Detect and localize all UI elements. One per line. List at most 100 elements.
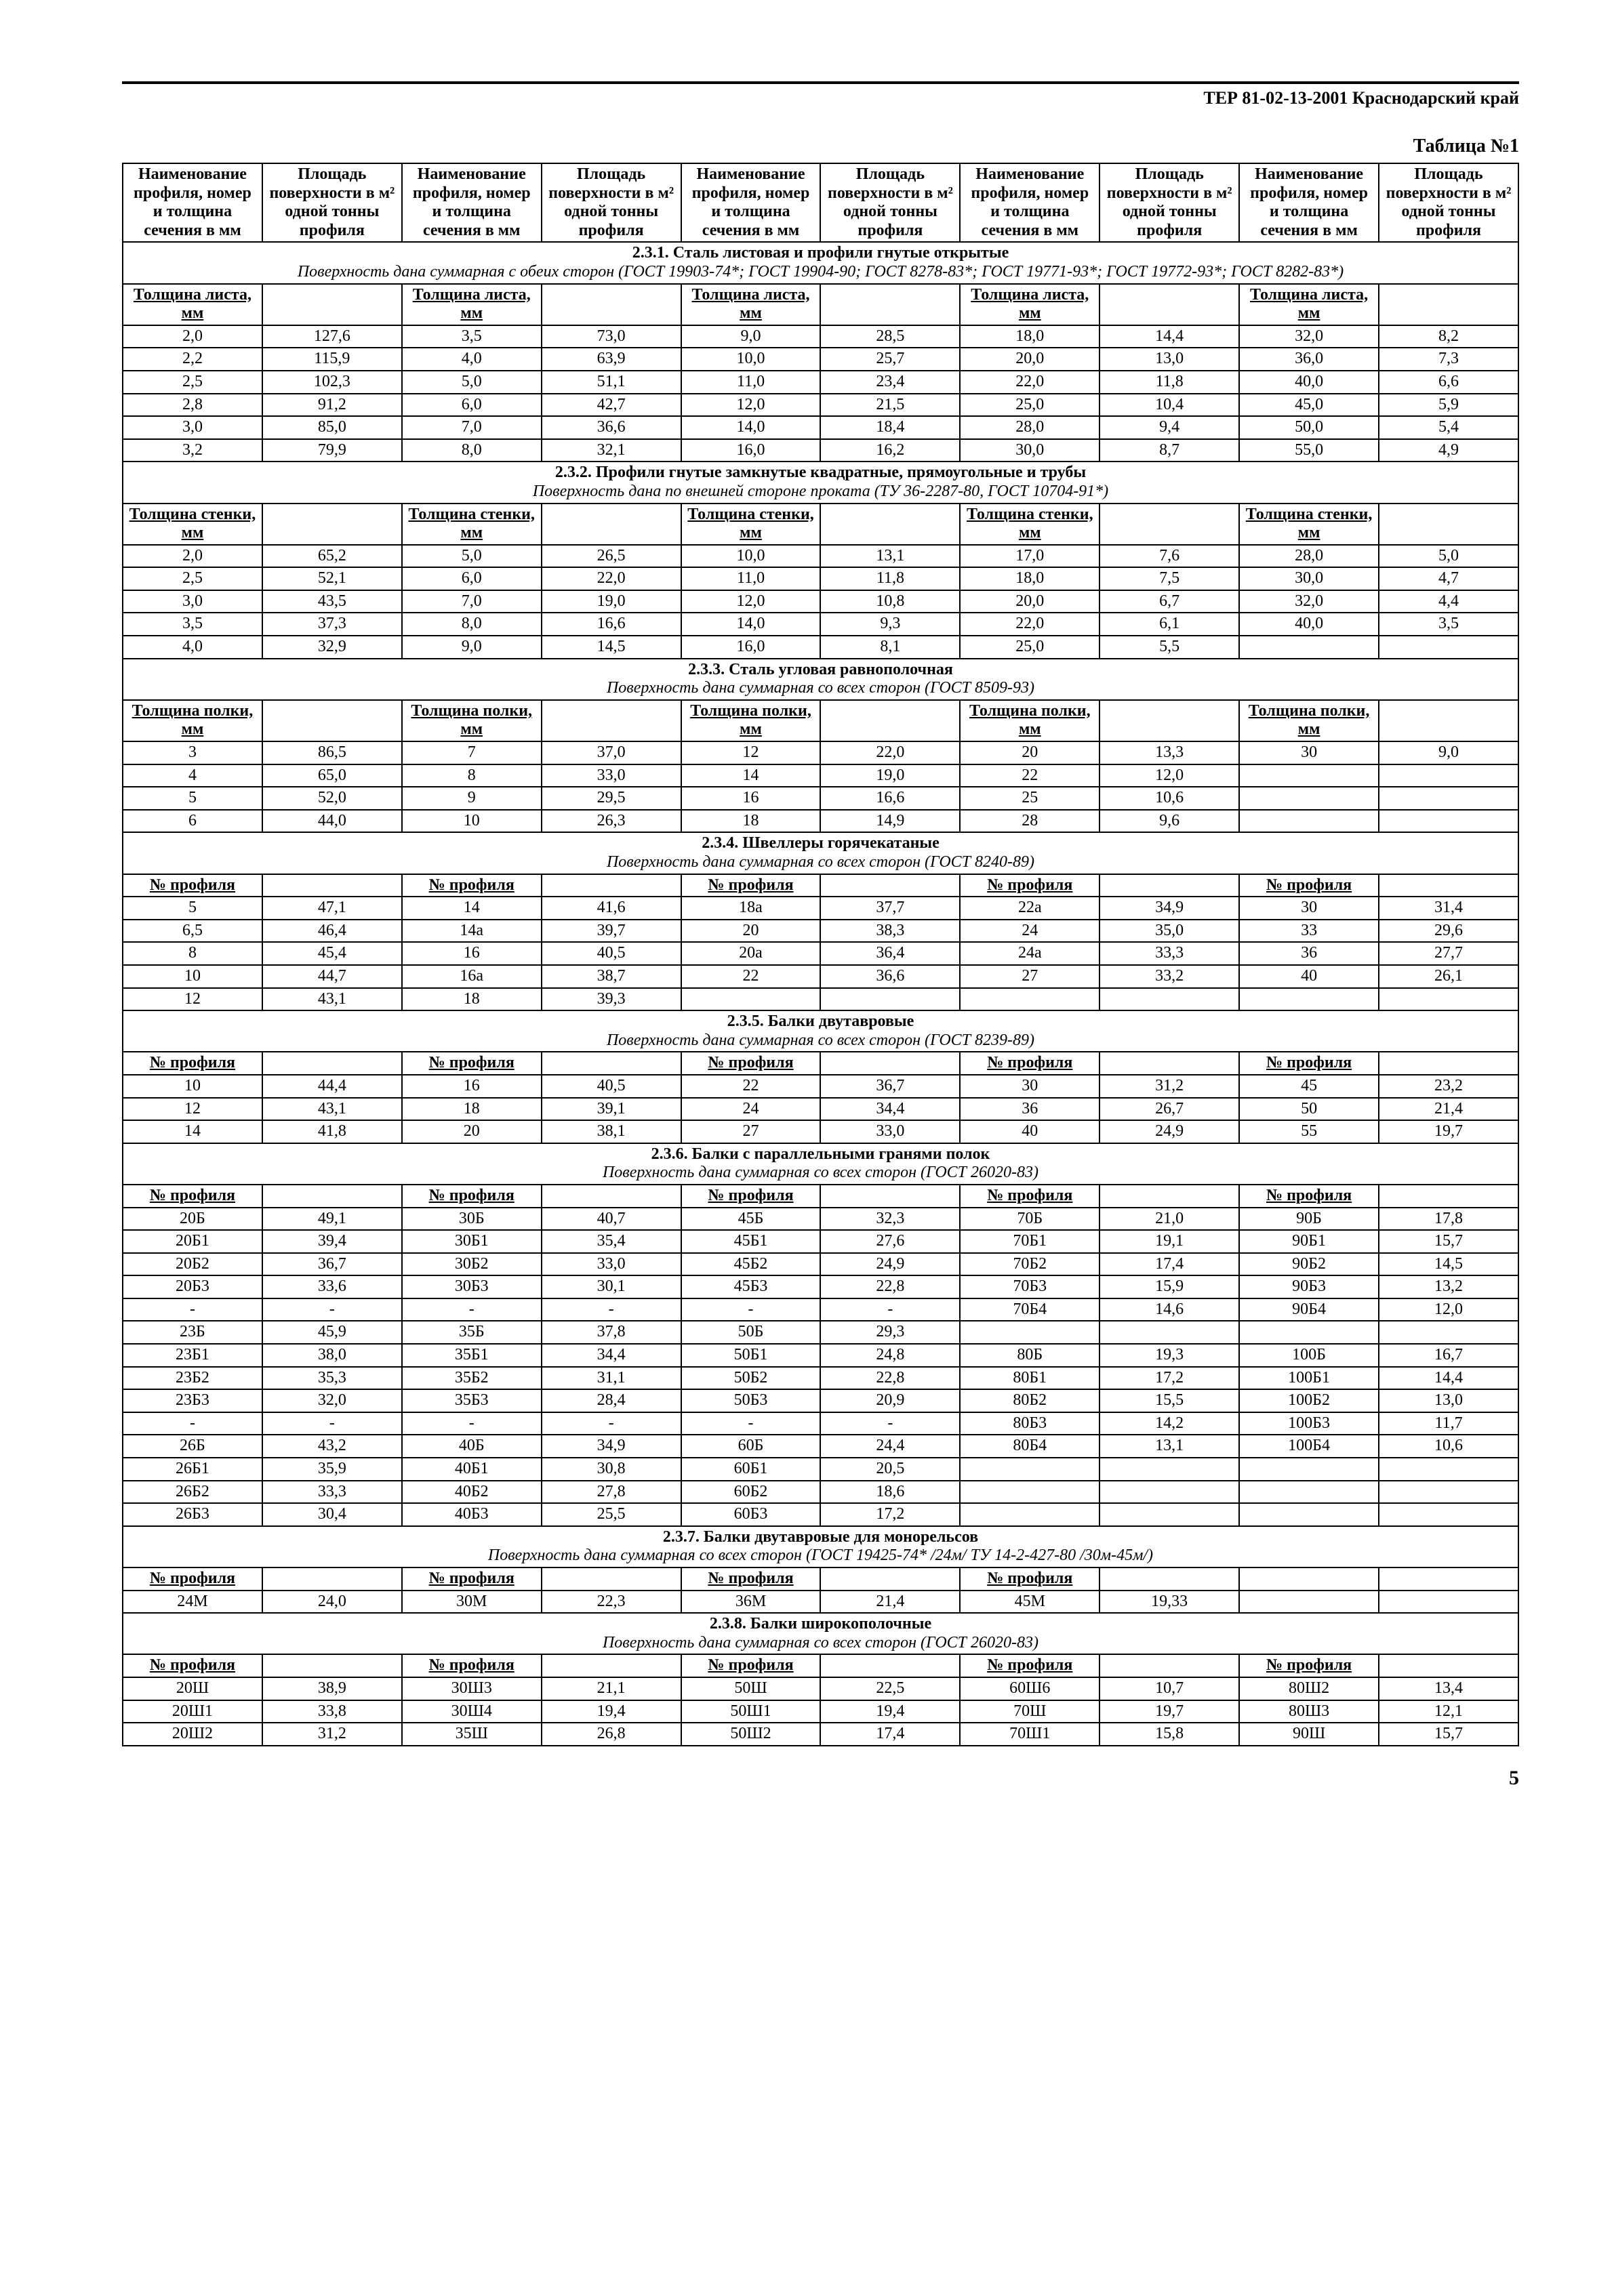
data-cell: 2,0	[123, 325, 262, 348]
page-number: 5	[122, 1767, 1519, 1790]
data-cell: 22,0	[960, 613, 1099, 636]
main-table: Наименова­ние про­филя, номер и толщина …	[122, 163, 1519, 1746]
data-cell: 3,2	[123, 439, 262, 462]
data-cell: 100Б	[1239, 1344, 1379, 1367]
data-cell: 45М	[960, 1591, 1099, 1614]
data-cell: 25,0	[960, 636, 1099, 659]
data-cell: 25,5	[542, 1503, 681, 1526]
data-cell	[960, 1321, 1099, 1344]
data-cell: 80Б1	[960, 1367, 1099, 1390]
data-cell: 43,2	[262, 1435, 402, 1458]
data-cell: 36,7	[820, 1075, 960, 1098]
data-cell: 44,0	[262, 810, 402, 833]
data-cell: 2,2	[123, 348, 262, 371]
data-cell: 60Б2	[681, 1481, 821, 1504]
data-cell	[1099, 1481, 1239, 1504]
data-cell: 19,3	[1099, 1344, 1239, 1367]
data-cell: 46,4	[262, 920, 402, 943]
column-label	[1379, 504, 1518, 545]
column-label: № профиля	[1239, 1185, 1379, 1208]
data-cell: 19,0	[542, 590, 681, 613]
data-cell: 21,4	[820, 1591, 960, 1614]
data-cell: 17,0	[960, 545, 1099, 568]
data-cell: 45Б	[681, 1208, 821, 1231]
data-cell: 15,9	[1099, 1275, 1239, 1298]
column-label	[542, 504, 681, 545]
data-cell: 30Б	[402, 1208, 542, 1231]
data-cell	[1099, 1321, 1239, 1344]
data-cell: 30Ш4	[402, 1700, 542, 1723]
data-cell: 21,4	[1379, 1098, 1518, 1121]
data-cell: 86,5	[262, 741, 402, 764]
data-cell: 16,7	[1379, 1344, 1518, 1367]
data-cell: 5,4	[1379, 416, 1518, 439]
data-cell: -	[262, 1412, 402, 1435]
data-cell	[1379, 1503, 1518, 1526]
data-cell: 7,6	[1099, 545, 1239, 568]
data-cell: 36	[960, 1098, 1099, 1121]
data-cell: 37,8	[542, 1321, 681, 1344]
data-cell: 20,5	[820, 1458, 960, 1481]
data-cell: 11,7	[1379, 1412, 1518, 1435]
data-cell: 13,4	[1379, 1677, 1518, 1700]
data-cell: 79,9	[262, 439, 402, 462]
data-cell: 70Б2	[960, 1253, 1099, 1276]
data-cell: 115,9	[262, 348, 402, 371]
data-cell: 55,0	[1239, 439, 1379, 462]
data-cell: 80Б4	[960, 1435, 1099, 1458]
data-cell: 70Б1	[960, 1230, 1099, 1253]
data-cell: 50Б	[681, 1321, 821, 1344]
data-cell: 50,0	[1239, 416, 1379, 439]
data-cell: 35Ш	[402, 1723, 542, 1746]
data-cell: 14а	[402, 920, 542, 943]
column-label	[262, 1654, 402, 1677]
data-cell: 80Ш3	[1239, 1700, 1379, 1723]
data-cell: 22,8	[820, 1367, 960, 1390]
data-cell: 10,0	[681, 348, 821, 371]
data-cell: 73,0	[542, 325, 681, 348]
data-cell: 14,5	[1379, 1253, 1518, 1276]
column-label	[262, 1185, 402, 1208]
data-cell: 40,0	[1239, 613, 1379, 636]
column-label: Толщина листа, мм	[1239, 284, 1379, 325]
data-cell: 10,8	[820, 590, 960, 613]
data-cell: 36,7	[262, 1253, 402, 1276]
data-cell	[960, 988, 1099, 1011]
data-cell: 41,8	[262, 1120, 402, 1143]
column-label: № профиля	[960, 1185, 1099, 1208]
column-label	[262, 700, 402, 741]
data-cell: 90Б2	[1239, 1253, 1379, 1276]
data-cell: 20	[681, 920, 821, 943]
data-cell: 6,0	[402, 567, 542, 590]
column-label: № профиля	[402, 1185, 542, 1208]
data-cell	[1379, 1321, 1518, 1344]
data-cell: 2,0	[123, 545, 262, 568]
column-label	[1379, 1052, 1518, 1075]
data-cell: 65,2	[262, 545, 402, 568]
data-cell: 36,4	[820, 942, 960, 965]
data-cell: 8,0	[402, 439, 542, 462]
data-cell: 40,5	[542, 942, 681, 965]
data-cell: 3,5	[1379, 613, 1518, 636]
data-cell	[1239, 1321, 1379, 1344]
column-label	[262, 1052, 402, 1075]
data-cell: 17,2	[1099, 1367, 1239, 1390]
data-cell: 28,0	[960, 416, 1099, 439]
table-label: Таблица №1	[122, 136, 1519, 157]
data-cell: 43,5	[262, 590, 402, 613]
data-cell: 17,4	[820, 1723, 960, 1746]
section-header: 2.3.4. Швеллеры горячекатаныеПоверхность…	[123, 832, 1518, 874]
data-cell: 45,4	[262, 942, 402, 965]
data-cell: 21,1	[542, 1677, 681, 1700]
data-cell: 6	[123, 810, 262, 833]
data-cell: 42,7	[542, 394, 681, 417]
column-label	[820, 874, 960, 897]
data-cell: 20,9	[820, 1389, 960, 1412]
data-cell: 7,0	[402, 416, 542, 439]
data-cell: -	[402, 1298, 542, 1321]
column-label: Толщина полки, мм	[960, 700, 1099, 741]
data-cell: 28	[960, 810, 1099, 833]
data-cell: 14	[681, 764, 821, 787]
data-cell: 33,3	[262, 1481, 402, 1504]
data-cell: 37,0	[542, 741, 681, 764]
